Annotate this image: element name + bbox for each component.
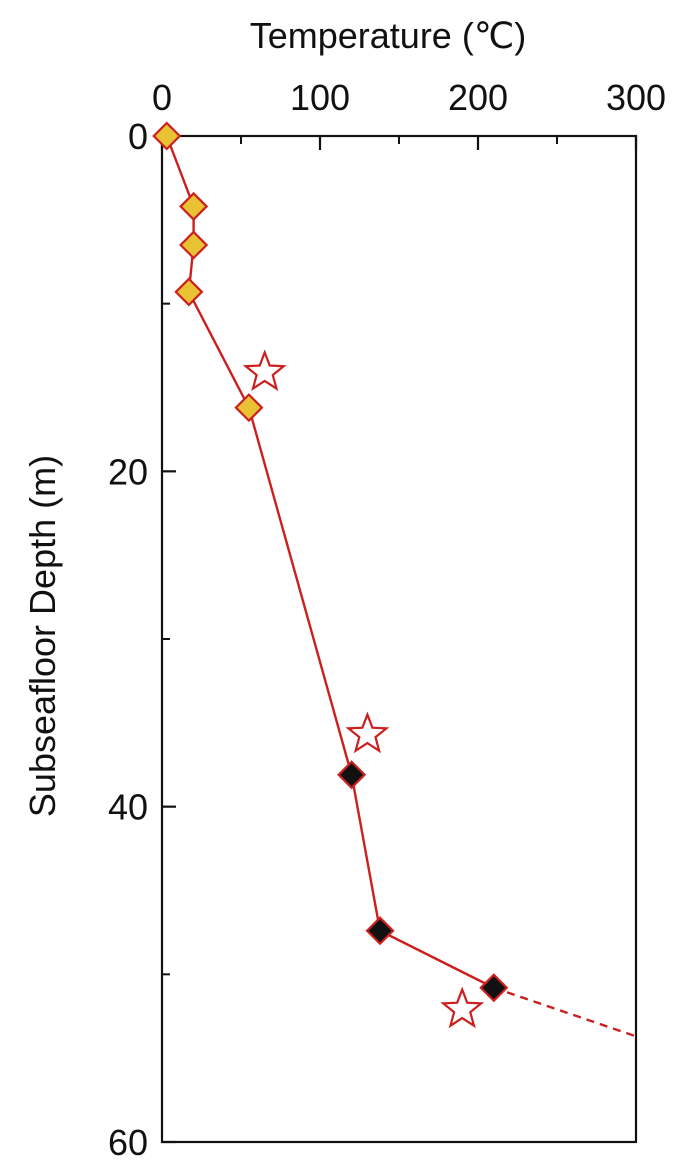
yellow-diamond-marker bbox=[234, 393, 264, 423]
star-marker bbox=[345, 711, 390, 754]
black-diamond-marker bbox=[479, 973, 509, 1003]
temperature-profile-line bbox=[165, 135, 495, 989]
yellow-diamond-marker bbox=[179, 191, 209, 221]
yellow-diamond-marker bbox=[174, 277, 204, 307]
black-diamond-marker bbox=[365, 916, 395, 946]
black-diamond-marker bbox=[337, 760, 367, 790]
x-tick-label: 0 bbox=[152, 77, 172, 118]
y-tick-label: 0 bbox=[128, 116, 148, 157]
star-marker bbox=[242, 349, 287, 392]
plot-frame bbox=[160, 134, 638, 1144]
yellow-diamond-marker bbox=[179, 230, 209, 260]
x-tick-label: 200 bbox=[448, 77, 508, 118]
y-tick-label: 20 bbox=[108, 451, 148, 492]
y-axis-title: Subseafloor Depth (m) bbox=[22, 455, 63, 817]
x-tick-label: 300 bbox=[606, 77, 666, 118]
yellow-diamond-marker bbox=[152, 121, 182, 151]
x-tick-label: 100 bbox=[290, 77, 350, 118]
extrapolation-dashed-line bbox=[493, 986, 637, 1038]
star-marker bbox=[440, 986, 485, 1029]
y-tick-label: 40 bbox=[108, 787, 148, 828]
x-axis-title: Temperature (℃) bbox=[250, 15, 527, 56]
y-tick-label: 60 bbox=[108, 1122, 148, 1162]
